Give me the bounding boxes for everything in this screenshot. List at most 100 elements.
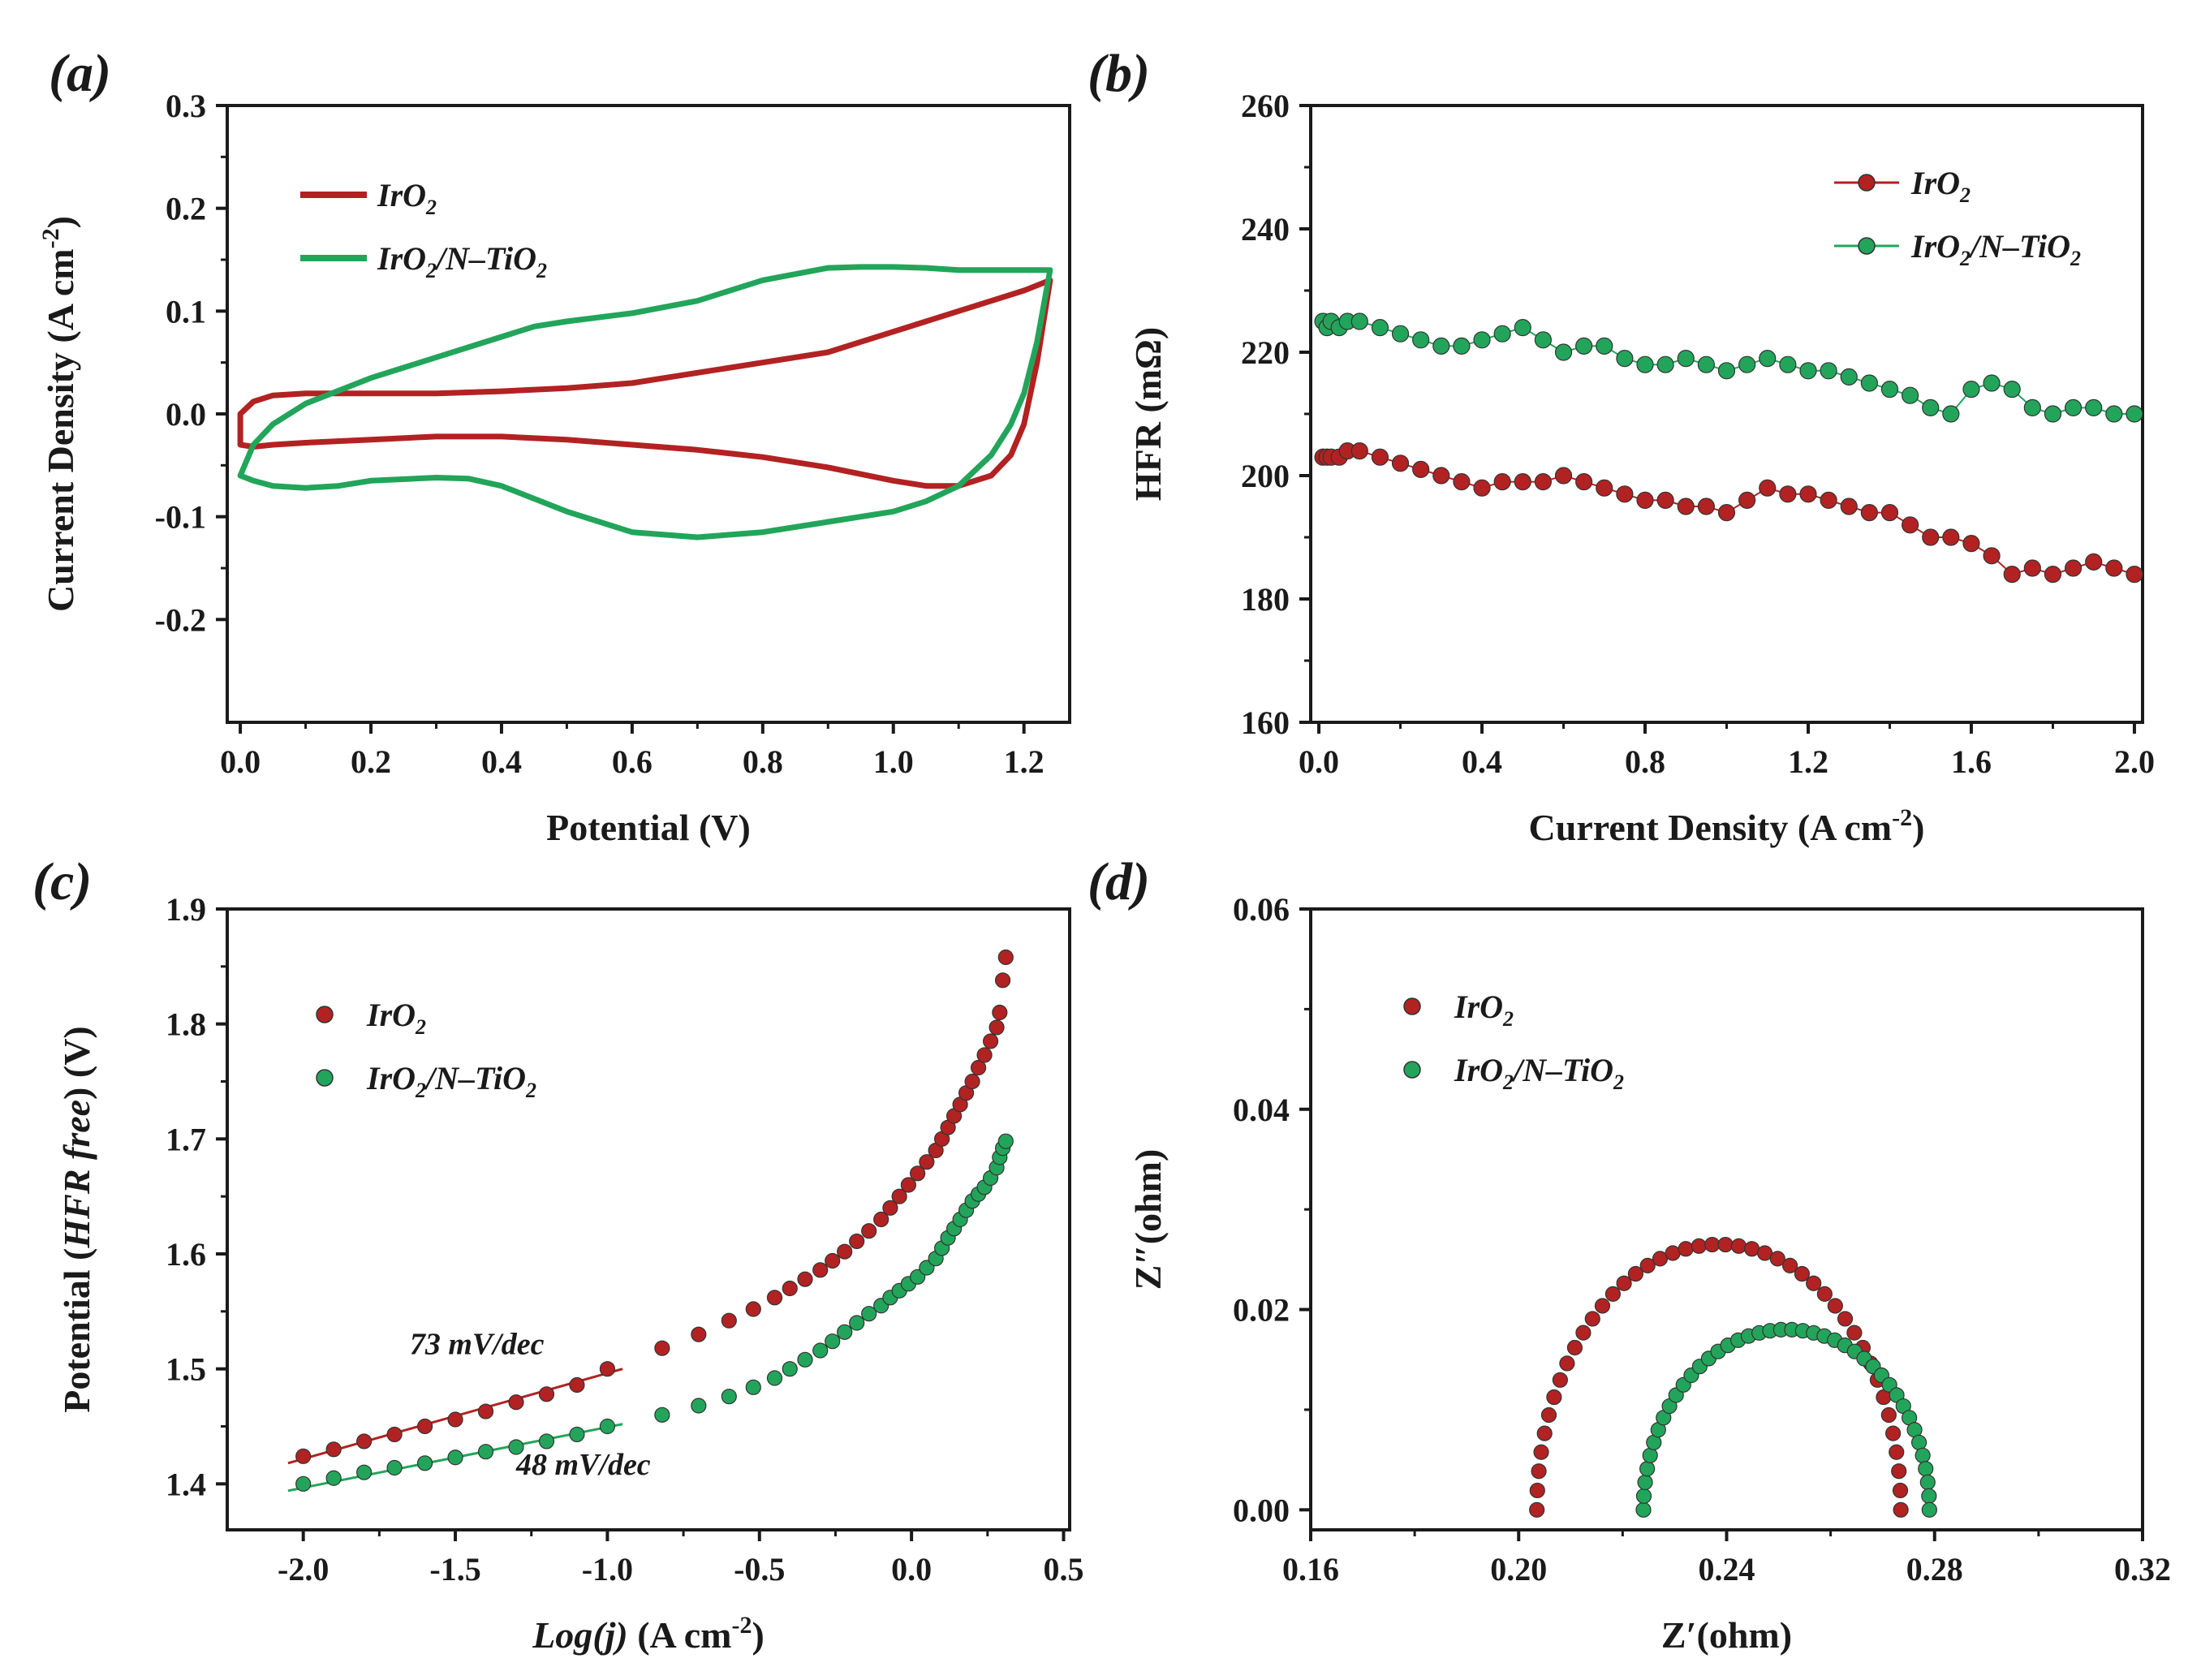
- data-point: [1453, 337, 1471, 355]
- data-point: [1738, 491, 1756, 510]
- data-point: [1473, 479, 1491, 497]
- x-tick-label: 0.2: [351, 743, 391, 780]
- data-point: [1922, 398, 1940, 416]
- data-point: [1534, 472, 1552, 491]
- data-point: [2044, 565, 2062, 584]
- y-tick-label: 1.8: [166, 1006, 206, 1043]
- data-point: [569, 1426, 585, 1443]
- y-tick-label: -0.1: [155, 499, 206, 536]
- legend-marker: [1403, 1061, 1421, 1079]
- y-tick-label: 0.3: [166, 88, 206, 124]
- legend-label: IrO2/N–TiO2: [377, 240, 547, 282]
- data-point: [861, 1223, 877, 1239]
- data-point: [1554, 467, 1573, 485]
- data-point: [1983, 547, 2001, 565]
- y-tick-label: 260: [1241, 88, 1290, 124]
- data-point: [1350, 312, 1368, 330]
- data-point: [691, 1326, 707, 1342]
- legend-label: IrO2/N–TiO2: [1910, 228, 2081, 270]
- data-point: [992, 1004, 1008, 1021]
- data-point: [1642, 1447, 1658, 1463]
- data-point: [1942, 528, 1960, 546]
- data-point: [2003, 381, 2021, 398]
- legend-marker: [1858, 237, 1876, 255]
- data-point: [1540, 1406, 1557, 1424]
- data-point: [873, 1211, 889, 1228]
- data-point: [910, 1165, 926, 1182]
- data-point: [2003, 565, 2021, 584]
- data-point: [1922, 528, 1940, 546]
- data-point: [849, 1315, 865, 1331]
- data-point: [1584, 1311, 1600, 1327]
- legend-label: IrO2: [1454, 989, 1514, 1031]
- data-point: [1759, 479, 1777, 497]
- data-point: [1529, 1482, 1545, 1499]
- data-point: [997, 1133, 1014, 1149]
- data-point: [654, 1340, 670, 1356]
- data-point: [766, 1290, 783, 1306]
- data-point: [1921, 1501, 1937, 1518]
- x-axis-label: Z′(ohm): [1661, 1614, 1792, 1656]
- data-point: [1473, 331, 1491, 349]
- data-point: [477, 1444, 494, 1460]
- plot-frame: [1309, 104, 2144, 724]
- data-point: [1493, 325, 1511, 342]
- data-point: [837, 1324, 853, 1340]
- data-point: [1942, 405, 1960, 423]
- data-point: [994, 972, 1011, 989]
- data-point: [1962, 534, 1980, 553]
- data-point: [1678, 1241, 1694, 1257]
- panel-label: (c): [32, 852, 92, 911]
- data-point: [782, 1280, 798, 1297]
- data-point: [1919, 1474, 1936, 1491]
- data-point: [1779, 355, 1797, 373]
- data-point: [1744, 1241, 1760, 1257]
- data-point: [2126, 565, 2143, 584]
- data-point: [1697, 498, 1715, 515]
- data-point: [1827, 1298, 1843, 1314]
- data-point: [900, 1177, 916, 1193]
- data-point: [745, 1379, 761, 1395]
- data-point: [1769, 1251, 1785, 1267]
- data-point: [1892, 1482, 1909, 1499]
- data-point: [356, 1433, 373, 1450]
- y-tick-label: 0.2: [166, 191, 206, 227]
- data-point: [1616, 1275, 1632, 1291]
- data-point: [882, 1200, 898, 1216]
- y-tick-label: 0.02: [1233, 1292, 1290, 1329]
- data-point: [1566, 1339, 1583, 1356]
- data-point: [1533, 1444, 1549, 1460]
- data-point: [356, 1464, 373, 1480]
- data-point: [1546, 1389, 1562, 1406]
- plot-frame: [226, 907, 1071, 1531]
- series-line-iro2-n-tio2: [237, 264, 1053, 541]
- y-tick-label: 220: [1241, 334, 1290, 371]
- data-point: [1604, 1286, 1622, 1302]
- data-point: [1891, 1463, 1907, 1480]
- data-point: [1820, 491, 1837, 510]
- panel-label: (b): [1088, 44, 1150, 103]
- data-point: [825, 1333, 841, 1350]
- data-point: [891, 1188, 907, 1204]
- data-point: [1391, 454, 1410, 472]
- data-point: [1371, 319, 1389, 337]
- data-point: [1656, 355, 1674, 373]
- x-tick-label: 0.5: [1044, 1551, 1084, 1587]
- data-point: [1575, 337, 1593, 355]
- x-tick-label: 0.0: [1299, 743, 1339, 780]
- data-point: [1885, 1425, 1902, 1441]
- data-point: [982, 1033, 999, 1049]
- x-tick-label: -0.5: [734, 1551, 785, 1587]
- data-point: [1860, 374, 1878, 392]
- y-tick-label: 1.9: [166, 891, 206, 928]
- data-point: [1432, 467, 1450, 485]
- data-point: [2105, 559, 2123, 577]
- data-point: [325, 1441, 342, 1458]
- data-point: [1639, 1257, 1656, 1273]
- data-point: [295, 1475, 312, 1492]
- x-tick-label: -1.0: [582, 1551, 633, 1587]
- data-point: [1816, 1286, 1833, 1302]
- data-point: [1880, 1406, 1897, 1424]
- data-point: [1677, 350, 1695, 368]
- data-point: [2064, 398, 2083, 416]
